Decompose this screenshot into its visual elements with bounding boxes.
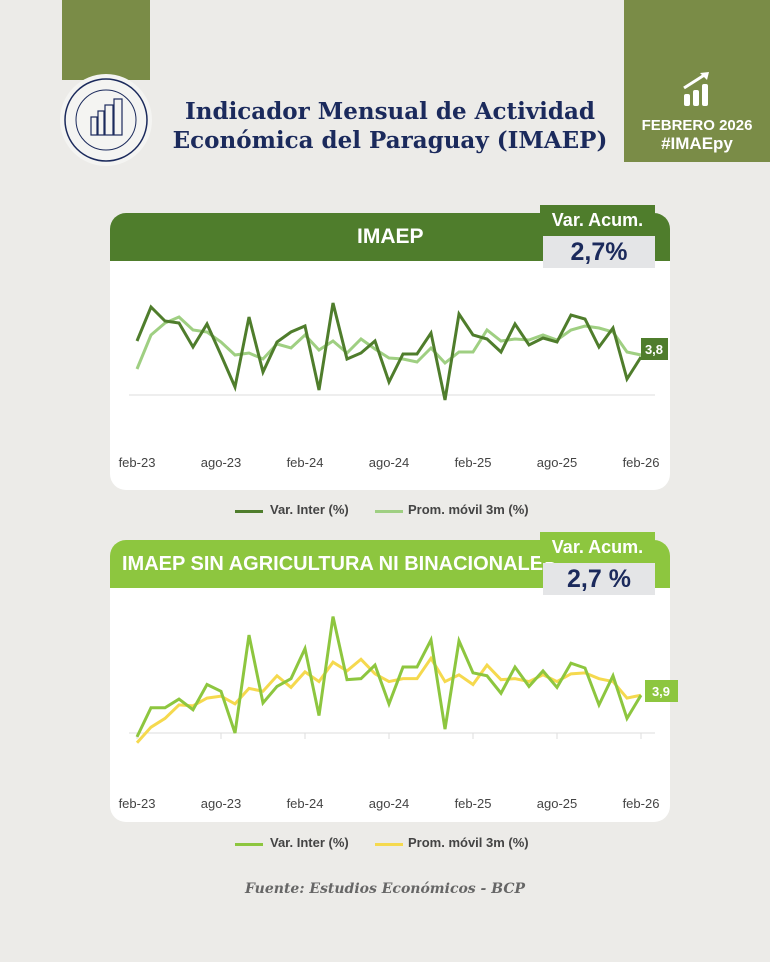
legend-label: Var. Inter (%) xyxy=(270,835,349,850)
x-tick-label: ago-25 xyxy=(537,455,577,470)
end-label: 3,8 xyxy=(645,342,663,357)
title-line-1: Indicador Mensual de Actividad xyxy=(185,98,595,125)
x-tick-label: feb-26 xyxy=(623,796,660,811)
legend-swatch xyxy=(235,843,263,846)
legend-label: Prom. móvil 3m (%) xyxy=(408,502,529,517)
source-note: Fuente: Estudios Económicos - BCP xyxy=(244,881,526,897)
x-tick-label: feb-24 xyxy=(287,455,324,470)
var-acum-label: Var. Acum. xyxy=(540,532,655,562)
title-line-2: Económica del Paraguay (IMAEP) xyxy=(172,127,608,154)
x-tick-label: feb-26 xyxy=(623,455,660,470)
x-tick-label: ago-23 xyxy=(201,455,241,470)
chart-imaep xyxy=(129,302,655,401)
page-title: Indicador Mensual de Actividad Económica… xyxy=(170,97,610,155)
x-tick-label: feb-23 xyxy=(119,796,156,811)
end-label-box xyxy=(641,338,668,360)
legend-swatch xyxy=(375,510,403,513)
header-tab-left xyxy=(62,0,150,80)
chart-title: IMAEP SIN AGRICULTURA NI BINACIONALES xyxy=(122,553,557,575)
series-line xyxy=(135,616,643,738)
x-tick-label: ago-23 xyxy=(201,796,241,811)
report-date: FEBRERO 2026 xyxy=(641,117,753,134)
var-acum-value: 2,7% xyxy=(543,236,655,268)
series-line xyxy=(135,302,643,401)
end-label: 3,9 xyxy=(652,684,670,699)
legend-swatch xyxy=(235,510,263,513)
end-label-box xyxy=(645,680,678,702)
x-tick-label: feb-24 xyxy=(287,796,324,811)
bcp-logo xyxy=(60,74,152,166)
bar-chart-growth-icon xyxy=(683,72,709,106)
series-line xyxy=(135,655,642,744)
legend-label: Var. Inter (%) xyxy=(270,502,349,517)
hashtag: #IMAEpy xyxy=(661,134,733,153)
chart-imaep-sin-agri xyxy=(129,616,655,744)
legend-label: Prom. móvil 3m (%) xyxy=(408,835,529,850)
x-tick-label: feb-25 xyxy=(455,455,492,470)
legend-swatch xyxy=(375,843,403,846)
date-tab: FEBRERO 2026 #IMAEpy xyxy=(624,0,770,162)
x-tick-label: feb-25 xyxy=(455,796,492,811)
x-tick-label: ago-25 xyxy=(537,796,577,811)
x-tick-label: ago-24 xyxy=(369,796,409,811)
x-tick-label: ago-24 xyxy=(369,455,409,470)
imaep-card: IMAEP Var. Acum. 2,7% xyxy=(110,205,670,490)
var-acum-label: Var. Acum. xyxy=(540,205,655,235)
x-tick-label: feb-23 xyxy=(119,455,156,470)
var-acum-value: 2,7 % xyxy=(543,563,655,595)
chart-title: IMAEP xyxy=(357,225,424,248)
